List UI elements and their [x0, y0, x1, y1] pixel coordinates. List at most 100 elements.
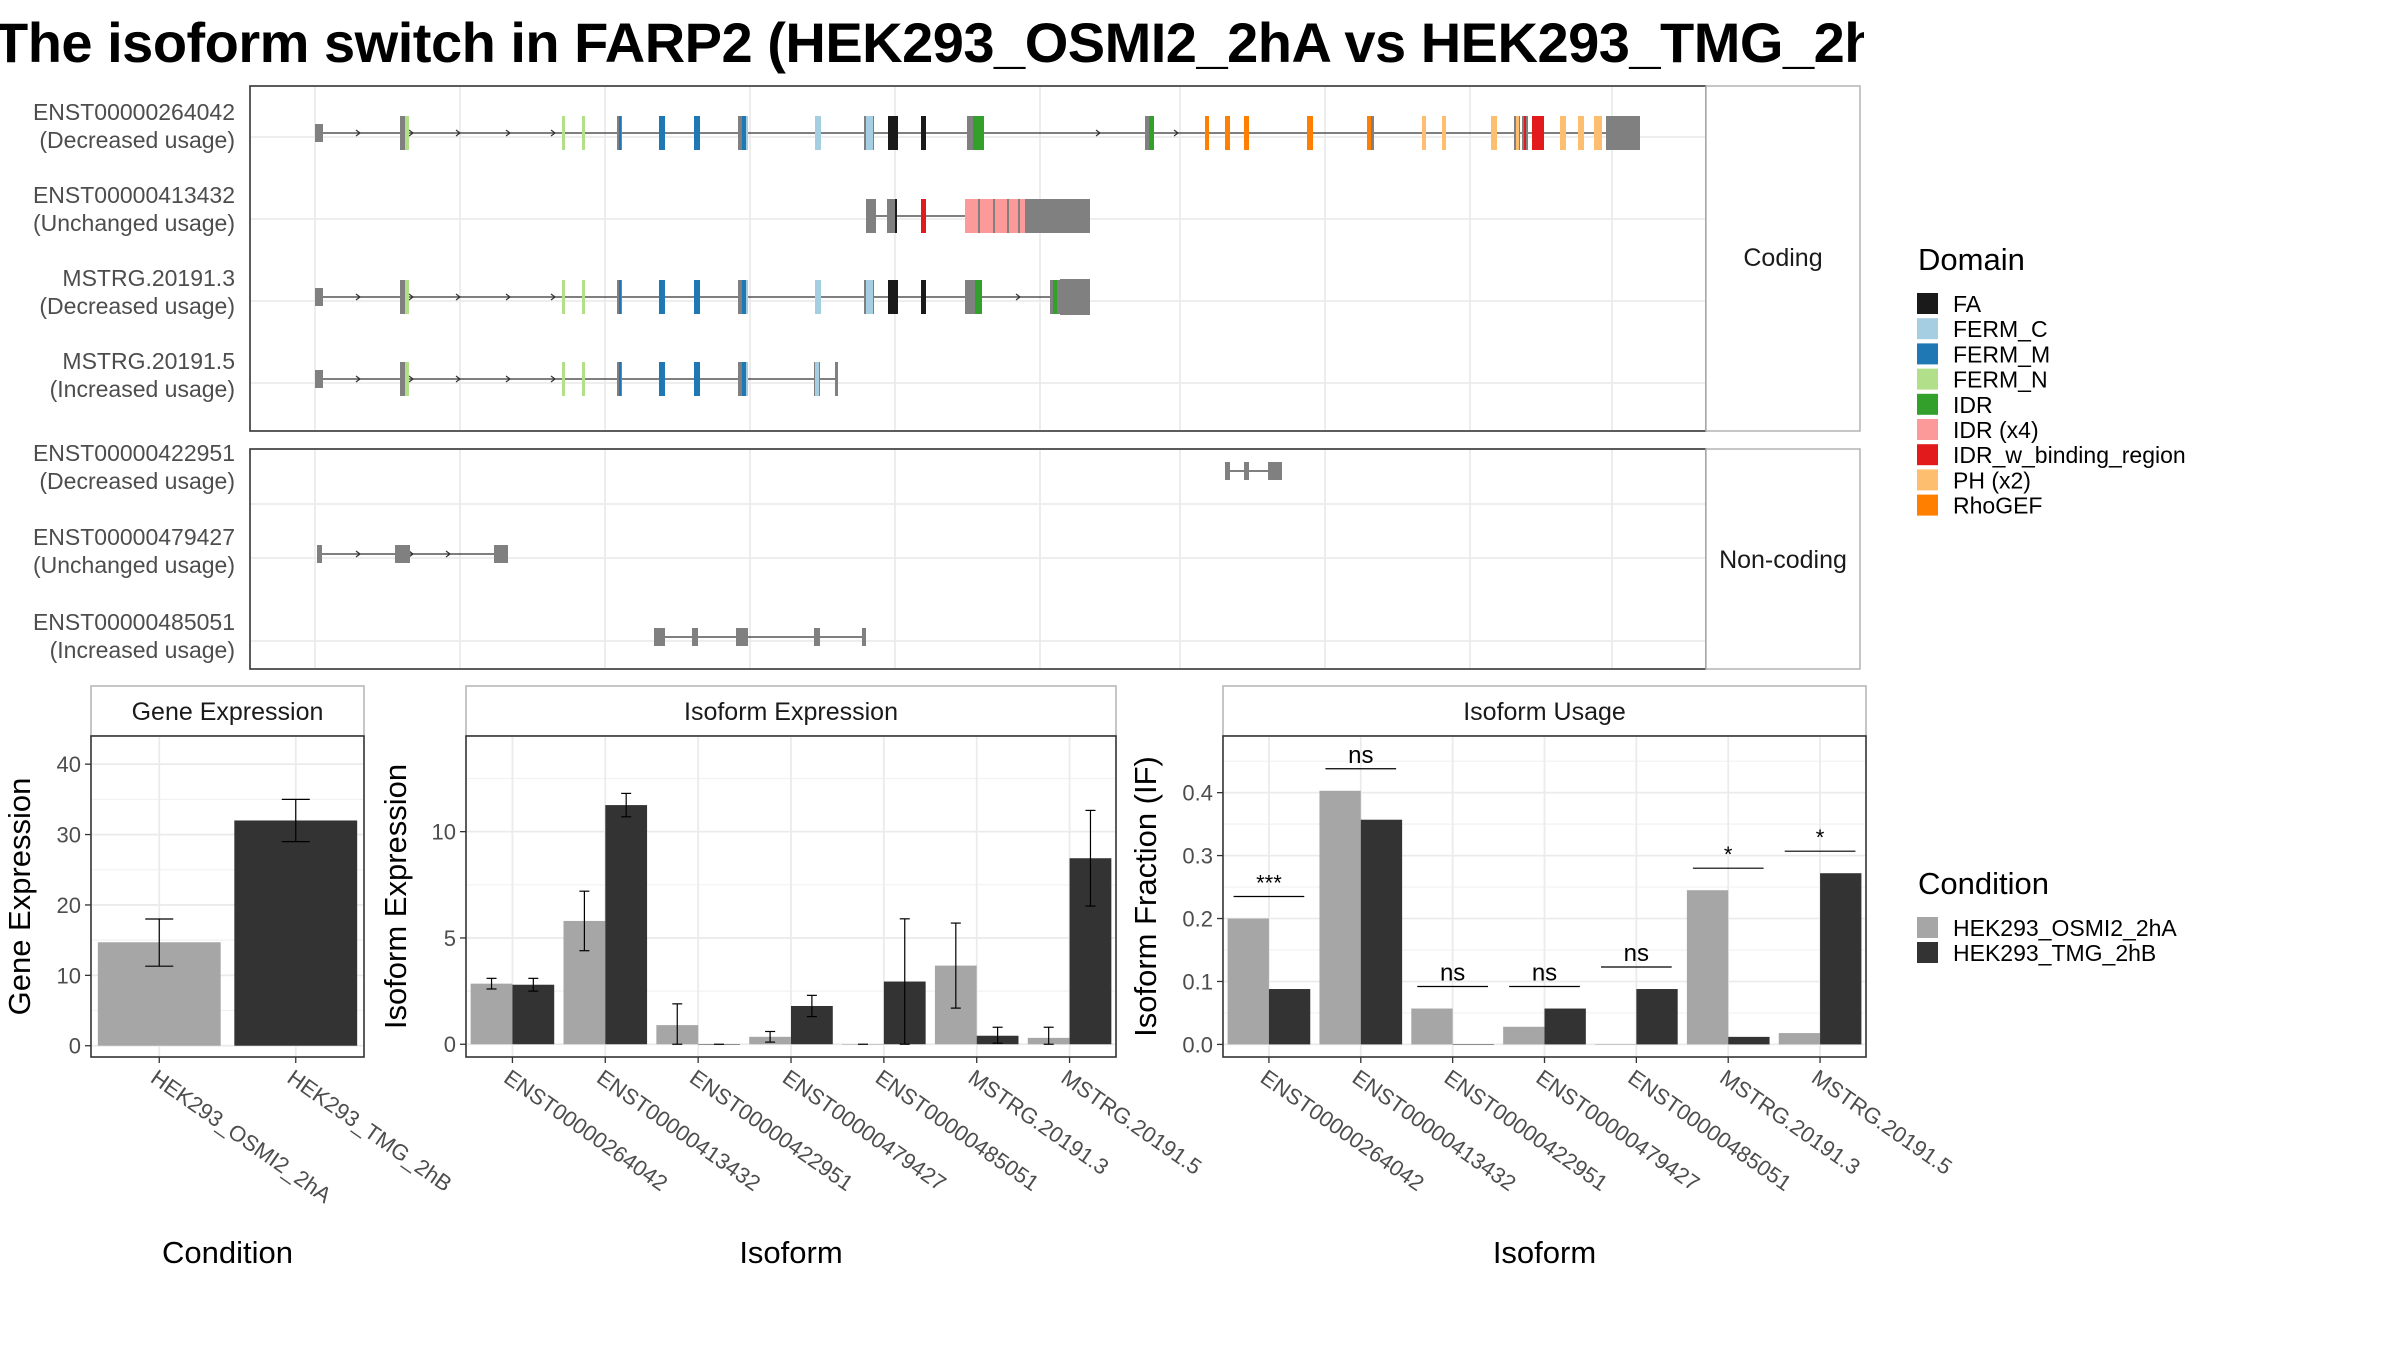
significance-label: ns [1532, 960, 1557, 987]
coding-exon [815, 116, 821, 150]
bar [1728, 1036, 1770, 1045]
domain-legend-key [1917, 393, 1938, 415]
isoform-label: ENST00000485051 [33, 609, 235, 635]
utr-exon [315, 288, 323, 306]
y-axis-title: Isoform Fraction (IF) [1128, 756, 1163, 1037]
coding-exon [1205, 116, 1209, 150]
coding-exon [619, 116, 621, 150]
y-tick-label: 0.0 [1182, 1032, 1213, 1057]
coding-exon [887, 199, 895, 233]
coding-exon [1625, 116, 1640, 150]
direction-arrow [408, 550, 414, 558]
domain-legend-label: PH (x2) [1953, 467, 2031, 493]
utr-exon [692, 628, 698, 646]
direction-arrow [455, 129, 461, 137]
bar [1227, 918, 1269, 1045]
coding-exon [1225, 116, 1230, 150]
y-tick-label: 0 [69, 1034, 81, 1059]
coding-exon [746, 116, 748, 150]
significance-label: * [1724, 842, 1733, 867]
significance-label: * [1816, 825, 1825, 850]
utr-exon [395, 545, 410, 563]
isoform-usage-label: (Unchanged usage) [33, 552, 235, 578]
coding-exon [1053, 280, 1057, 314]
isoform-label: ENST00000422951 [33, 440, 235, 466]
y-tick-label: 30 [57, 823, 81, 848]
facet-strip [1222, 685, 1867, 737]
utr-exon [315, 124, 323, 142]
coding-exon [562, 362, 565, 396]
direction-arrow [408, 293, 414, 301]
coding-strip [1705, 85, 1861, 432]
coding-exon [405, 280, 409, 314]
x-tick-label: ENST00000479427 [778, 1065, 951, 1196]
coding-exon [1371, 116, 1374, 150]
coding-exon [694, 116, 700, 150]
coding-exon [1367, 116, 1371, 150]
direction-arrow [550, 375, 556, 383]
y-tick-label: 0.1 [1182, 969, 1213, 994]
bar [234, 820, 358, 1046]
utr-exon [315, 370, 323, 388]
coding-exon [659, 362, 665, 396]
y-tick-label: 0.3 [1182, 844, 1213, 869]
coding-exon [1007, 199, 1009, 233]
coding-exon [1524, 116, 1526, 150]
domain-legend-label: IDR (x4) [1953, 417, 2039, 443]
direction-arrow [355, 550, 361, 558]
coding-exon [742, 280, 746, 314]
isoform-usage-label: (Increased usage) [50, 376, 235, 402]
coding-exon [659, 116, 665, 150]
coding-exon [1532, 116, 1544, 150]
isoform-label: MSTRG.20191.3 [62, 265, 235, 291]
coding-exon [815, 280, 821, 314]
coding-exon [1516, 116, 1519, 150]
coding-exon [694, 362, 700, 396]
coding-exon [1578, 116, 1584, 150]
coding-exon [921, 116, 926, 150]
utr-exon [654, 628, 665, 646]
significance-label: ns [1348, 742, 1373, 769]
coding-exon [1025, 199, 1090, 233]
coding-exon [888, 280, 898, 314]
x-tick-label: ENST00000485051 [871, 1065, 1044, 1196]
significance-label: ns [1440, 960, 1465, 987]
isoform-label: ENST00000264042 [33, 99, 235, 125]
x-tick-label: ENST00000264042 [500, 1065, 673, 1196]
utr-exon [494, 545, 508, 563]
x-tick-label: ENST00000264042 [1256, 1065, 1429, 1196]
direction-arrow [408, 375, 414, 383]
isoform-usage-label: (Unchanged usage) [33, 210, 235, 236]
coding-exon [400, 280, 407, 314]
coding-exon [400, 362, 407, 396]
coding-exon [1307, 116, 1313, 150]
domain-legend-label: FERM_N [1953, 367, 2048, 393]
bar [1544, 1008, 1586, 1045]
coding-exon [921, 199, 926, 233]
bar [1686, 890, 1729, 1045]
y-tick-label: 5 [444, 926, 456, 951]
direction-arrow [550, 293, 556, 301]
coding-exon [895, 199, 897, 233]
bar [605, 805, 648, 1045]
coding-exon [975, 280, 982, 314]
bar [1319, 790, 1361, 1045]
coding-exon [1149, 116, 1154, 150]
coding-exon [815, 362, 819, 396]
coding-exon [405, 362, 409, 396]
direction-arrow [355, 293, 361, 301]
strip-label: Non-coding [1719, 546, 1847, 574]
direction-arrow [408, 129, 414, 137]
domain-legend-key [1917, 318, 1938, 340]
utr-exon [1244, 462, 1249, 480]
x-tick-label: ENST00000413432 [592, 1065, 765, 1196]
domain-legend-key [1917, 469, 1938, 491]
bar [1820, 873, 1862, 1045]
y-tick-label: 40 [57, 752, 81, 777]
y-tick-label: 0.2 [1182, 907, 1213, 932]
coding-exon [619, 362, 621, 396]
y-axis-title: Gene Expression [2, 778, 37, 1016]
y-tick-label: 10 [432, 820, 456, 845]
condition-legend-title: Condition [1918, 866, 2049, 901]
noncoding-panel [249, 448, 1707, 670]
